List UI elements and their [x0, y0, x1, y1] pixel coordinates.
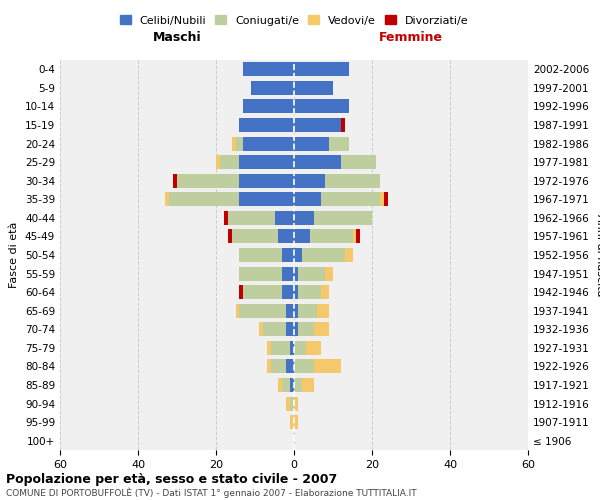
Bar	[220, 155, 239, 169]
Bar	[286, 396, 290, 410]
Bar	[290, 341, 294, 355]
Bar	[239, 174, 294, 188]
Bar	[278, 378, 283, 392]
Bar	[228, 230, 232, 243]
Text: Maschi: Maschi	[152, 32, 202, 44]
Y-axis label: Anni di nascita: Anni di nascita	[595, 214, 600, 296]
Bar	[286, 360, 294, 374]
Bar	[239, 266, 283, 280]
Bar	[341, 118, 344, 132]
Y-axis label: Fasce di età: Fasce di età	[10, 222, 19, 288]
Bar	[294, 230, 310, 243]
Bar	[239, 192, 294, 206]
Bar	[177, 174, 239, 188]
Bar	[356, 230, 360, 243]
Bar	[232, 230, 278, 243]
Bar	[294, 378, 302, 392]
Bar	[314, 322, 329, 336]
Bar	[353, 230, 356, 243]
Text: COMUNE DI PORTOBUFFOLÈ (TV) - Dati ISTAT 1° gennaio 2007 - Elaborazione TUTTITAL: COMUNE DI PORTOBUFFOLÈ (TV) - Dati ISTAT…	[6, 488, 416, 498]
Bar	[325, 174, 380, 188]
Bar	[278, 230, 294, 243]
Bar	[302, 378, 314, 392]
Bar	[271, 341, 290, 355]
Bar	[294, 415, 298, 429]
Bar	[290, 396, 294, 410]
Bar	[294, 341, 306, 355]
Bar	[239, 304, 286, 318]
Bar	[294, 62, 349, 76]
Bar	[275, 211, 294, 225]
Bar	[267, 360, 271, 374]
Bar	[259, 322, 263, 336]
Bar	[310, 230, 353, 243]
Bar	[244, 136, 294, 150]
Bar	[294, 118, 341, 132]
Bar	[322, 192, 380, 206]
Bar	[294, 322, 298, 336]
Bar	[251, 81, 294, 95]
Text: Popolazione per età, sesso e stato civile - 2007: Popolazione per età, sesso e stato civil…	[6, 472, 337, 486]
Bar	[169, 192, 239, 206]
Bar	[239, 285, 244, 299]
Bar	[294, 192, 322, 206]
Bar	[294, 266, 298, 280]
Bar	[283, 378, 290, 392]
Bar	[235, 304, 239, 318]
Bar	[298, 304, 317, 318]
Bar	[283, 285, 294, 299]
Bar	[341, 155, 376, 169]
Bar	[302, 248, 344, 262]
Bar	[283, 266, 294, 280]
Bar	[314, 211, 372, 225]
Bar	[235, 136, 244, 150]
Bar	[283, 248, 294, 262]
Bar	[294, 81, 333, 95]
Bar	[344, 248, 353, 262]
Bar	[294, 155, 341, 169]
Bar	[294, 285, 298, 299]
Bar	[329, 136, 349, 150]
Bar	[228, 211, 275, 225]
Bar	[384, 192, 388, 206]
Bar	[298, 322, 314, 336]
Bar	[317, 304, 329, 318]
Bar	[239, 118, 294, 132]
Bar	[232, 136, 235, 150]
Text: Femmine: Femmine	[379, 32, 443, 44]
Bar	[216, 155, 220, 169]
Bar	[298, 285, 322, 299]
Bar	[286, 304, 294, 318]
Bar	[325, 266, 333, 280]
Bar	[263, 322, 286, 336]
Legend: Celibi/Nubili, Coniugati/e, Vedovi/e, Divorziati/e: Celibi/Nubili, Coniugati/e, Vedovi/e, Di…	[115, 11, 473, 30]
Bar	[239, 155, 294, 169]
Bar	[314, 360, 341, 374]
Bar	[173, 174, 177, 188]
Bar	[306, 341, 322, 355]
Bar	[244, 62, 294, 76]
Bar	[286, 322, 294, 336]
Bar	[224, 211, 228, 225]
Bar	[165, 192, 169, 206]
Bar	[294, 211, 314, 225]
Bar	[290, 415, 294, 429]
Bar	[294, 360, 314, 374]
Bar	[244, 285, 283, 299]
Bar	[298, 266, 325, 280]
Bar	[294, 174, 325, 188]
Bar	[267, 341, 271, 355]
Bar	[239, 248, 283, 262]
Bar	[294, 100, 349, 114]
Bar	[322, 285, 329, 299]
Bar	[244, 100, 294, 114]
Bar	[271, 360, 286, 374]
Bar	[294, 136, 329, 150]
Bar	[294, 304, 298, 318]
Bar	[290, 378, 294, 392]
Bar	[380, 192, 384, 206]
Bar	[294, 248, 302, 262]
Bar	[294, 396, 298, 410]
